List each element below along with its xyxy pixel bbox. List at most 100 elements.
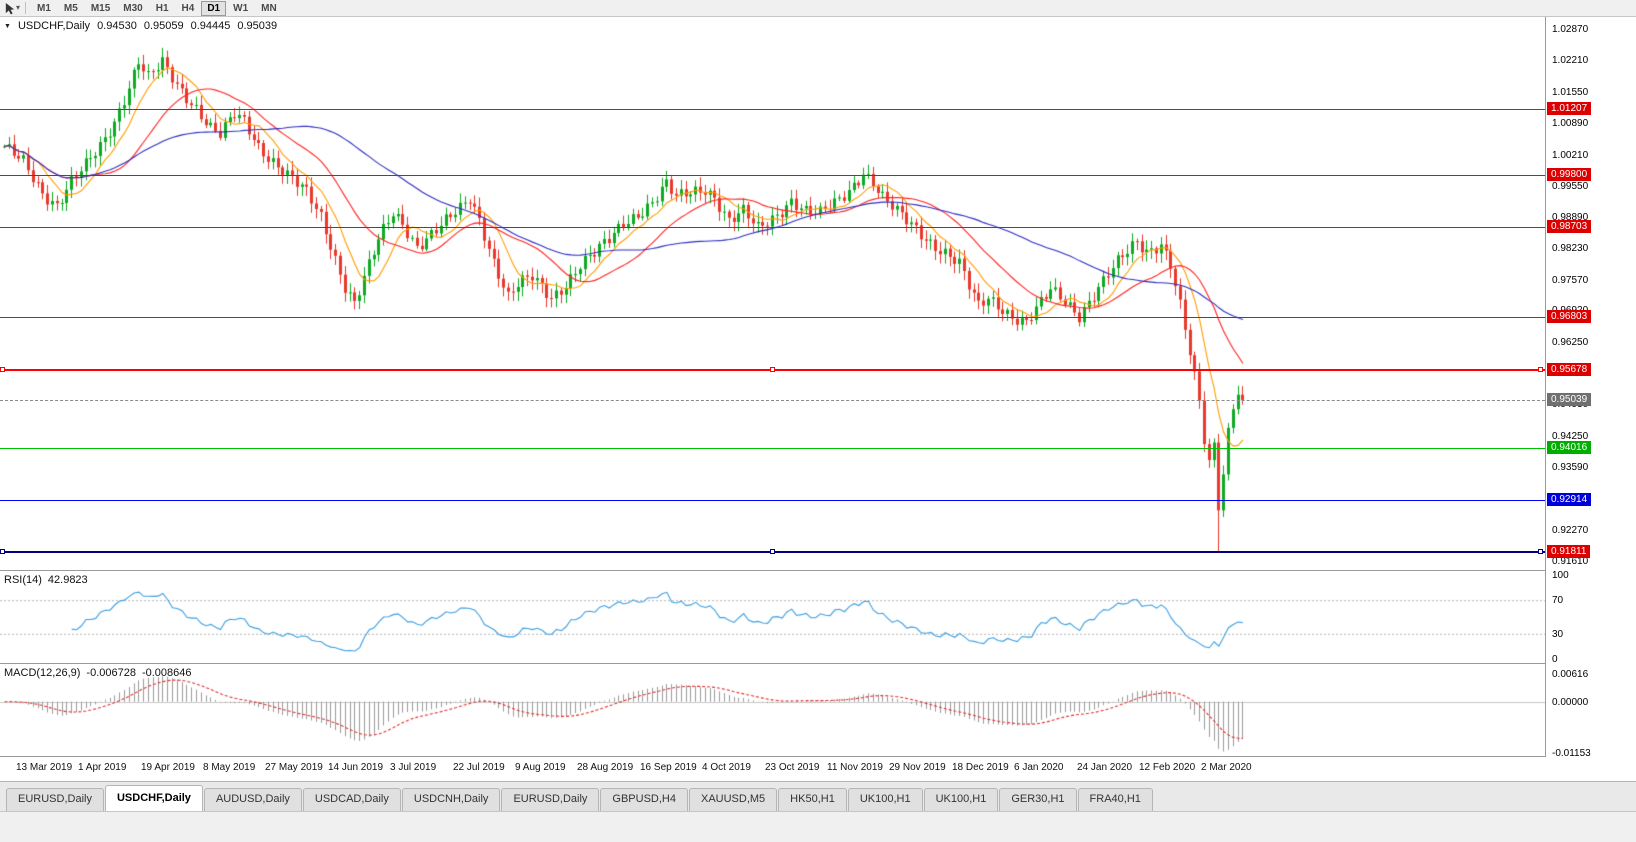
date-axis-label: 18 Dec 2019 — [952, 762, 1009, 773]
date-axis-label: 19 Apr 2019 — [141, 762, 195, 773]
chart-tab-uk100-h1[interactable]: UK100,H1 — [847, 788, 923, 811]
chart-tab-eurusd-daily[interactable]: EURUSD,Daily — [6, 788, 104, 811]
line-handle[interactable] — [1538, 367, 1543, 372]
macd-canvas[interactable] — [0, 664, 1545, 756]
horizontal-line-support-blue[interactable] — [0, 500, 1545, 501]
date-axis-label: 14 Jun 2019 — [328, 762, 384, 773]
timeframe-buttons: M1 M5 M15 M30 H1 H4 D1 W1 MN — [31, 0, 284, 16]
rsi-axis-label: 70 — [1552, 595, 1564, 607]
date-axis-label: 16 Sep 2019 — [640, 762, 697, 773]
timeframe-button-mn[interactable]: MN — [261, 2, 277, 14]
horizontal-line-resistance-3[interactable] — [0, 227, 1545, 228]
price-axis-label: 1.02210 — [1552, 55, 1589, 67]
ohlc-high: 0.95059 — [143, 20, 184, 32]
price-axis-label: 1.02870 — [1552, 24, 1589, 36]
price-axis-label: 0.94250 — [1552, 431, 1589, 443]
macd-label: MACD(12,26,9) -0.006728 -0.008646 — [4, 667, 198, 679]
timeframe-button-m15[interactable]: M15 — [90, 2, 111, 14]
horizontal-line-resistance-1[interactable] — [0, 109, 1545, 110]
price-axis-label: 1.01550 — [1552, 86, 1589, 98]
rsi-axis-label: 30 — [1552, 628, 1564, 640]
timeframe-button-w1[interactable]: W1 — [233, 2, 249, 14]
price-axis-label: 0.93590 — [1552, 462, 1589, 474]
price-tag-resistance-2: 0.99800 — [1547, 168, 1592, 181]
chart-title: USDCHF,Daily — [17, 20, 91, 32]
macd-indicator-name: MACD(12,26,9) — [4, 667, 81, 679]
price-tag-support-green: 0.94016 — [1547, 441, 1592, 454]
ohlc-close: 0.95039 — [237, 20, 278, 32]
price-axis-label: 0.98230 — [1552, 243, 1589, 255]
line-handle[interactable] — [0, 367, 5, 372]
date-axis-label: 24 Jan 2020 — [1077, 762, 1133, 773]
macd-axis-label: -0.01153 — [1552, 748, 1591, 760]
date-axis-label: 22 Jul 2019 — [453, 762, 505, 773]
expand-triangle-icon[interactable]: ▼ — [4, 22, 11, 30]
price-axis-label: 0.91610 — [1552, 555, 1589, 567]
rsi-canvas[interactable] — [0, 571, 1545, 663]
horizontal-line-resistance-5[interactable] — [0, 367, 1545, 372]
main-chart-canvas[interactable] — [0, 17, 1545, 570]
cursor-arrow-icon[interactable] — [4, 2, 15, 15]
chart-tab-audusd-daily[interactable]: AUDUSD,Daily — [203, 788, 302, 811]
chart-tab-usdcnh-daily[interactable]: USDCNH,Daily — [401, 788, 501, 811]
chart-tab-eurusd-daily[interactable]: EURUSD,Daily — [501, 788, 600, 811]
price-axis-label: 1.00890 — [1552, 117, 1589, 129]
date-axis-label: 11 Nov 2019 — [827, 762, 883, 773]
timeframe-button-h1[interactable]: H1 — [155, 2, 169, 14]
rsi-axis-label: 0 — [1552, 654, 1558, 665]
date-axis-label: 6 Jan 2020 — [1014, 762, 1064, 773]
rsi-axis-label: 100 — [1552, 570, 1569, 581]
macd-axis-label: 0.00000 — [1552, 696, 1589, 708]
timeframe-button-m5[interactable]: M5 — [63, 2, 78, 14]
chart-header: ▼ USDCHF,Daily 0.94530 0.95059 0.94445 0… — [4, 20, 277, 32]
date-axis-label: 1 Apr 2019 — [78, 762, 127, 773]
time-axis[interactable]: 13 Mar 2019 1 Apr 2019 19 Apr 2019 8 May 20… — [0, 757, 1545, 781]
date-axis-label: 3 Jul 2019 — [390, 762, 437, 773]
rsi-value: 42.9823 — [47, 574, 88, 586]
chart-tab-usdchf-daily[interactable]: USDCHF,Daily — [104, 785, 203, 811]
date-axis-label: 27 May 2019 — [265, 762, 323, 773]
date-axis-label: 2 Mar 2020 — [1201, 762, 1252, 773]
line-handle[interactable] — [0, 549, 5, 554]
chart-tab-hk50-h1[interactable]: HK50,H1 — [778, 788, 847, 811]
timeframe-button-d1[interactable]: D1 — [201, 0, 227, 16]
date-axis-label: 13 Mar 2019 — [16, 762, 73, 773]
price-axis-label: 0.97570 — [1552, 274, 1589, 286]
chart-tab-uk100-h1[interactable]: UK100,H1 — [923, 788, 999, 811]
price-axis-label: 0.99550 — [1552, 181, 1589, 192]
chart-tab-usdcad-daily[interactable]: USDCAD,Daily — [302, 788, 401, 811]
horizontal-line-support-green[interactable] — [0, 448, 1545, 449]
macd-signal-value: -0.008646 — [141, 667, 192, 679]
chart-tab-fra40-h1[interactable]: FRA40,H1 — [1077, 788, 1153, 811]
macd-value: -0.006728 — [86, 667, 136, 679]
pane-separator[interactable] — [0, 663, 1636, 664]
timeframe-button-m1[interactable]: M1 — [37, 2, 51, 14]
price-tag-resistance-5: 0.95678 — [1547, 363, 1592, 376]
line-handle[interactable] — [770, 367, 775, 372]
toolbar-separator — [25, 2, 27, 14]
chart-tab-gbpusd-h4[interactable]: GBPUSD,H4 — [600, 788, 688, 811]
chart-tab-ger30-h1[interactable]: GER30,H1 — [999, 788, 1077, 811]
timeframe-button-h4[interactable]: H4 — [181, 2, 195, 14]
rsi-indicator-name: RSI(14) — [4, 574, 42, 586]
date-axis-label: 28 Aug 2019 — [577, 762, 634, 773]
timeframe-button-m30[interactable]: M30 — [123, 2, 143, 14]
date-axis-label: 12 Feb 2020 — [1139, 762, 1196, 773]
date-axis-label: 8 May 2019 — [203, 762, 256, 773]
line-handle[interactable] — [1538, 549, 1543, 554]
horizontal-line-resistance-4[interactable] — [0, 317, 1545, 318]
price-axis-label: 0.96250 — [1552, 336, 1589, 348]
pane-separator — [0, 756, 1636, 757]
horizontal-line-support-navy[interactable] — [0, 549, 1545, 554]
line-handle[interactable] — [770, 549, 775, 554]
chart-tab-xauusd-m5[interactable]: XAUUSD,M5 — [688, 788, 778, 811]
price-tag-resistance-4: 0.96803 — [1547, 310, 1592, 323]
pane-separator[interactable] — [0, 570, 1636, 571]
price-axis[interactable]: 1.02870 1.02210 1.01550 1.00890 1.00210 0.995… — [1545, 17, 1636, 760]
cursor-tool[interactable]: ▾ — [4, 2, 20, 15]
chevron-down-icon[interactable]: ▾ — [16, 3, 21, 12]
date-axis-label: 29 Nov 2019 — [889, 762, 946, 773]
price-tag-resistance-3: 0.98703 — [1547, 220, 1592, 233]
horizontal-line-resistance-2[interactable] — [0, 175, 1545, 176]
